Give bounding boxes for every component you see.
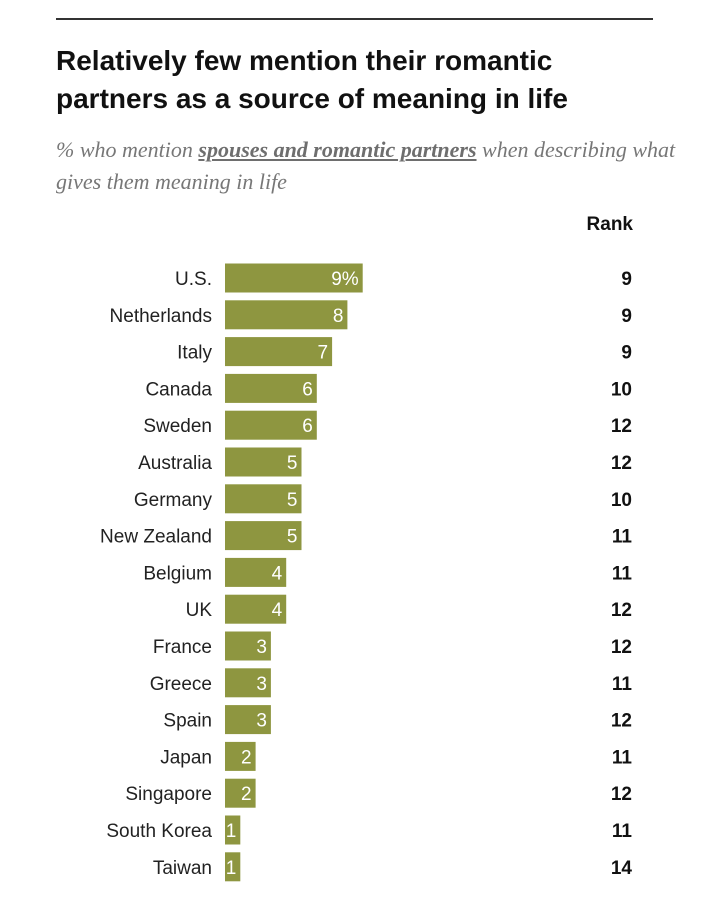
category-label: Australia (138, 453, 212, 474)
bar (225, 447, 302, 477)
bar (225, 594, 287, 624)
bar-row-taiwan: Taiwan 1 14 (153, 852, 633, 882)
bar-row-new-zealand: New Zealand 5 11 (100, 521, 633, 551)
category-label: New Zealand (100, 527, 212, 548)
bar-row-italy: Italy 7 9 (177, 337, 632, 367)
bar-value-label: 2 (241, 747, 252, 768)
bar (225, 521, 302, 551)
bar-value-label: 6 (302, 379, 313, 400)
rank-value: 10 (611, 379, 632, 400)
subtitle-suffix: when describing what gives them meaning … (56, 137, 676, 194)
category-label: South Korea (106, 821, 212, 842)
category-label: Greece (150, 674, 212, 695)
bar-value-label: 9% (331, 269, 359, 290)
rank-value: 12 (611, 711, 632, 732)
bar (225, 557, 287, 587)
subtitle-emphasis: spouses and romantic partners (198, 137, 477, 162)
bar (225, 852, 241, 882)
bar (225, 484, 302, 514)
category-label: Italy (177, 343, 212, 364)
category-label: Germany (134, 490, 213, 511)
bar (225, 631, 271, 661)
category-label: UK (186, 600, 213, 621)
bar-value-label: 4 (272, 563, 283, 584)
bar-row-france: France 3 12 (153, 631, 632, 661)
bar-row-sweden: Sweden 6 12 (143, 410, 632, 440)
rank-value: 11 (612, 821, 633, 842)
top-rule (56, 18, 653, 20)
bar (225, 300, 348, 330)
bar-row-germany: Germany 5 10 (134, 484, 632, 514)
rank-value: 12 (611, 784, 632, 805)
category-label: Singapore (125, 784, 212, 805)
rank-value: 12 (611, 600, 632, 621)
bar-value-label: 8 (333, 306, 344, 327)
rank-value: 11 (612, 527, 633, 548)
bar-value-label: 3 (256, 711, 267, 732)
category-label: Belgium (143, 563, 212, 584)
bar (225, 778, 256, 808)
category-label: Netherlands (110, 306, 212, 327)
bar-row-south-korea: South Korea 1 11 (106, 815, 633, 845)
category-label: Taiwan (153, 858, 212, 879)
rank-value: 9 (621, 269, 632, 290)
bar (225, 410, 317, 440)
category-label: Canada (145, 379, 212, 400)
rank-value: 12 (611, 453, 632, 474)
bar-row-greece: Greece 3 11 (150, 668, 633, 698)
bar (225, 668, 271, 698)
rank-value: 12 (611, 637, 632, 658)
bar-value-label: 5 (287, 453, 298, 474)
category-label: Sweden (143, 416, 212, 437)
bar-row-belgium: Belgium 4 11 (143, 557, 633, 587)
rank-value: 9 (621, 306, 632, 327)
rank-value: 10 (611, 490, 632, 511)
bar-row-uk: UK 4 12 (186, 594, 632, 624)
bar-value-label: 1 (226, 821, 237, 842)
bar-value-label: 4 (272, 600, 283, 621)
bar (225, 263, 363, 293)
bar-value-label: 3 (256, 637, 267, 658)
rank-value: 11 (612, 563, 633, 584)
bar (225, 373, 317, 403)
category-label: Spain (163, 711, 212, 732)
chart-title: Relatively few mention their romantic pa… (56, 45, 568, 114)
bar-row-japan: Japan 2 11 (160, 741, 633, 771)
chart-subtitle: % who mention spouses and romantic partn… (56, 134, 676, 198)
bar-row-netherlands: Netherlands 8 9 (110, 300, 632, 330)
bar-value-label: 3 (256, 674, 267, 695)
bar-value-label: 5 (287, 527, 298, 548)
rank-value: 11 (612, 674, 633, 695)
bar-value-label: 7 (318, 343, 329, 364)
bar-row-u-s: U.S. 9% 9 (175, 263, 632, 293)
rank-value: 14 (611, 858, 633, 879)
bar-value-label: 2 (241, 784, 252, 805)
bar-value-label: 5 (287, 490, 298, 511)
bar (225, 815, 241, 845)
category-label: France (153, 637, 212, 658)
bar (225, 741, 256, 771)
category-label: Japan (160, 747, 212, 768)
bar-row-canada: Canada 6 10 (145, 373, 632, 403)
rank-column-header: Rank (586, 214, 633, 235)
bar-row-singapore: Singapore 2 12 (125, 778, 632, 808)
rank-value: 12 (611, 416, 632, 437)
bar-row-australia: Australia 5 12 (138, 447, 632, 477)
rank-value: 9 (621, 343, 632, 364)
bar-value-label: 6 (302, 416, 313, 437)
bar-row-spain: Spain 3 12 (163, 705, 632, 735)
bar (225, 337, 333, 367)
bar-value-label: 1 (226, 858, 237, 879)
rank-value: 11 (612, 747, 633, 768)
category-label: U.S. (175, 269, 212, 290)
bar (225, 705, 271, 735)
subtitle-prefix: % who mention (56, 137, 199, 162)
